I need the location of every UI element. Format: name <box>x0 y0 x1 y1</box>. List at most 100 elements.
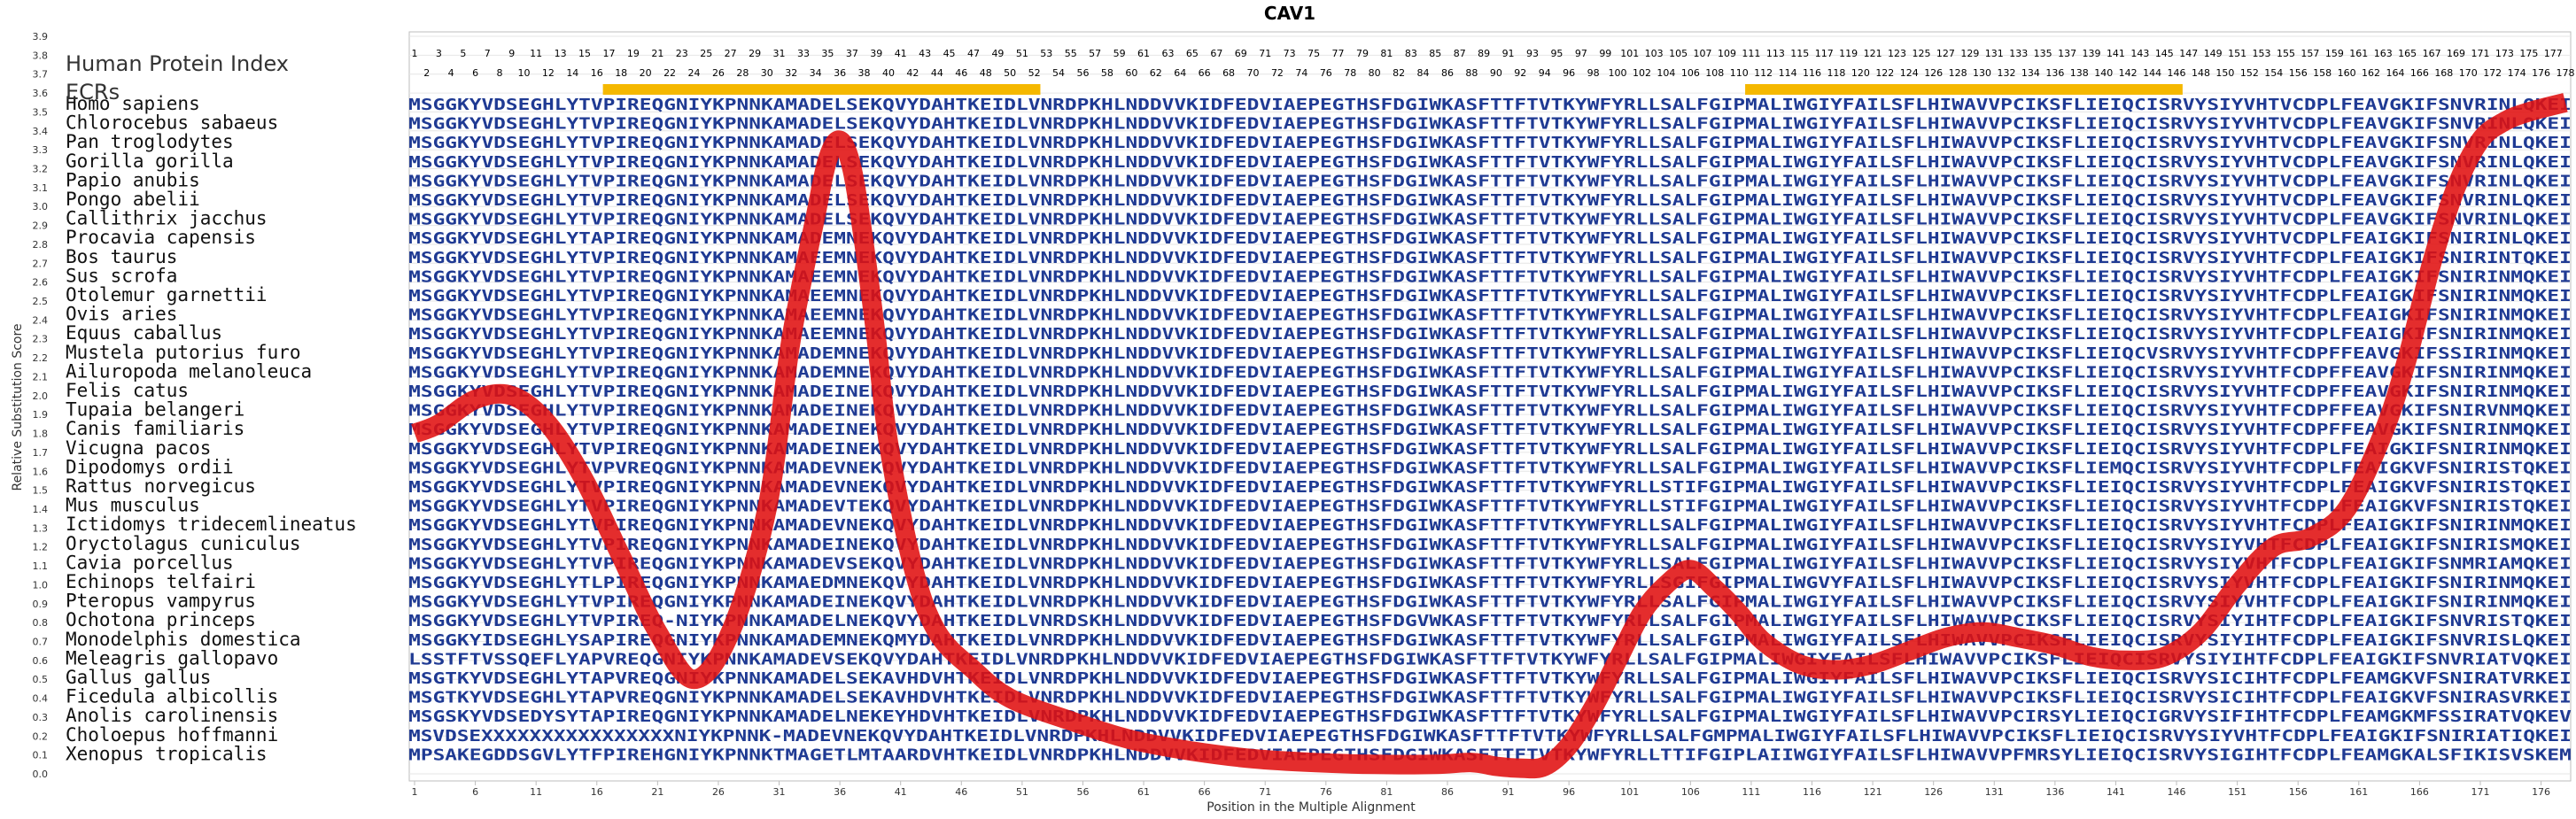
human-index-even: 120 <box>1851 67 1870 79</box>
x-tick-label: 171 <box>2471 786 2489 798</box>
human-index-even: 90 <box>1490 67 1502 79</box>
y-tick-label: 1.9 <box>33 409 49 421</box>
sequence-row: MSGGKYVDSEGHLYTVPIREQGNIYKPNNKAMADELSEKQ… <box>408 96 2572 114</box>
species-label: Meleagris gallopavo <box>66 647 278 668</box>
human-index-even: 82 <box>1393 67 1405 79</box>
human-index-odd: 129 <box>1960 48 1979 59</box>
human-index-even: 92 <box>1514 67 1526 79</box>
x-tick-label: 16 <box>591 786 603 798</box>
human-index-even: 12 <box>542 67 555 79</box>
human-index-even: 30 <box>761 67 773 79</box>
human-index-even: 4 <box>448 67 454 79</box>
human-index-even: 46 <box>955 67 967 79</box>
human-index-even: 10 <box>517 67 530 79</box>
sequence-row: MSGGKYVDSEGHLYTVPIREQGNIYKPNNKAMADEMNEKQ… <box>408 363 2572 382</box>
x-tick-label: 51 <box>1016 786 1028 798</box>
human-index-odd: 65 <box>1186 48 1199 59</box>
human-index-odd: 153 <box>2253 48 2271 59</box>
y-tick-label: 0.7 <box>33 636 49 647</box>
sequence-row: MSGGKYVDSEGHLYTAPIREQGNIYKPNNKAMADEMNEKQ… <box>408 229 2572 248</box>
species-label: Oryctolagus cuniculus <box>66 533 301 554</box>
human-index-odd: 31 <box>773 48 786 59</box>
human-index-odd: 77 <box>1332 48 1345 59</box>
ecr-bars <box>602 84 2183 95</box>
human-index-odd: 139 <box>2083 48 2101 59</box>
human-index-even: 20 <box>640 67 652 79</box>
x-tick-label: 71 <box>1259 786 1271 798</box>
human-index-odd: 151 <box>2228 48 2246 59</box>
human-index-odd: 107 <box>1694 48 1712 59</box>
y-tick-label: 1.1 <box>33 560 49 572</box>
x-tick-label: 116 <box>1803 786 1821 798</box>
human-index-even: 130 <box>1973 67 1991 79</box>
human-index-odd: 113 <box>1766 48 1785 59</box>
human-index-odd: 171 <box>2471 48 2489 59</box>
sequence-row: MSGGKYVDSEGHLYTVPIREQGNIYKPNNKAMAEEMNEKQ… <box>408 267 2572 286</box>
sequence-row: MSGGKYVDSEGHLYTVPIREQGNIYKPNNKAMADELSEKQ… <box>408 134 2572 152</box>
y-tick-label: 2.7 <box>33 258 49 269</box>
species-label: Sus scrofa <box>66 265 177 286</box>
x-tick-label: 156 <box>2289 786 2308 798</box>
human-index-odd: 21 <box>651 48 663 59</box>
human-index-even: 148 <box>2192 67 2210 79</box>
human-index-odd: 63 <box>1161 48 1174 59</box>
human-index-even: 64 <box>1174 67 1186 79</box>
human-index-even: 54 <box>1052 67 1065 79</box>
human-index-even: 150 <box>2215 67 2234 79</box>
human-index-even: 174 <box>2508 67 2526 79</box>
x-tick-label: 166 <box>2410 786 2429 798</box>
human-index-even: 2 <box>423 67 430 79</box>
x-tick-label: 151 <box>2228 786 2246 798</box>
species-label: Ailuropoda melanoleuca <box>66 360 312 382</box>
human-index-odd: 61 <box>1137 48 1150 59</box>
species-label: Homo sapiens <box>66 93 200 114</box>
x-tick-label: 61 <box>1137 786 1150 798</box>
human-index-odd: 75 <box>1307 48 1320 59</box>
human-index-odd: 115 <box>1790 48 1809 59</box>
human-index-even: 58 <box>1101 67 1113 79</box>
x-axis-label: Position in the Multiple Alignment <box>1207 800 1416 815</box>
species-label: Pongo abelii <box>66 189 200 210</box>
y-tick-label: 3.8 <box>33 50 49 61</box>
series-line <box>411 93 2568 779</box>
x-tick-label: 21 <box>651 786 663 798</box>
y-tick-label: 1.5 <box>33 485 49 497</box>
y-tick-label: 1.4 <box>33 504 49 515</box>
species-label: Anolis carolinensis <box>66 705 278 726</box>
x-tick-label: 176 <box>2532 786 2550 798</box>
x-tick-label: 81 <box>1380 786 1393 798</box>
human-index-even: 142 <box>2119 67 2138 79</box>
y-tick-label: 3.0 <box>33 201 49 212</box>
ecr-bar <box>1745 84 2183 95</box>
human-index-even: 136 <box>2045 67 2064 79</box>
ecr-bar <box>602 84 1041 95</box>
human-index-even: 166 <box>2410 67 2429 79</box>
sequence-row: MSGGKYVDSEGHLYTLPIREQGNIYKPNNKAMAEDMNEKQ… <box>408 574 2572 592</box>
human-index-even: 78 <box>1344 67 1356 79</box>
sequence-row: MSVDSEXXXXXXXXXXXXXXXXNIYKPNNK-MADEVNEKQ… <box>408 727 2572 746</box>
sequence-row: MSGTKYVDSEGHLYTAPVREQGNIYKPNNKAMADELSEKA… <box>408 689 2572 707</box>
y-tick-label: 3.3 <box>33 144 49 156</box>
sequence-row: MSGGKYVDSEGHLYTVPVREQGNIYKPNNKAMADEVNEKQ… <box>408 459 2572 477</box>
human-index-odd: 67 <box>1210 48 1222 59</box>
sequence-row: MSGGKYVDSEGHLYTVPIREQGNIYKPNNKAMADELSEKQ… <box>408 191 2572 210</box>
human-index-odd: 119 <box>1839 48 1858 59</box>
y-tick-label: 3.9 <box>33 31 49 42</box>
human-index-odd: 35 <box>821 48 834 59</box>
human-index-odd: 83 <box>1405 48 1417 59</box>
sequence-row: MSGGKYVDSEGHLYTVPIREQGNIYKPNNKAMADEINEKQ… <box>408 593 2572 612</box>
y-tick-label: 3.7 <box>33 69 49 81</box>
x-tick-label: 66 <box>1199 786 1211 798</box>
human-index-odd: 45 <box>943 48 956 59</box>
y-tick-label: 0.2 <box>33 730 49 742</box>
y-tick-label: 3.2 <box>33 164 49 175</box>
human-index-even: 140 <box>2094 67 2113 79</box>
species-label: Chlorocebus sabaeus <box>66 112 278 134</box>
human-index-odd: 47 <box>967 48 980 59</box>
sequence-row: MSGGKYVDSEGHLYTVPIREQGNIYKPNNKAMADEINEKQ… <box>408 421 2572 439</box>
species-label: Pan troglodytes <box>66 131 234 152</box>
human-index-odd: 81 <box>1380 48 1393 59</box>
human-index-even: 52 <box>1028 67 1041 79</box>
y-tick-label: 3.5 <box>33 106 49 118</box>
